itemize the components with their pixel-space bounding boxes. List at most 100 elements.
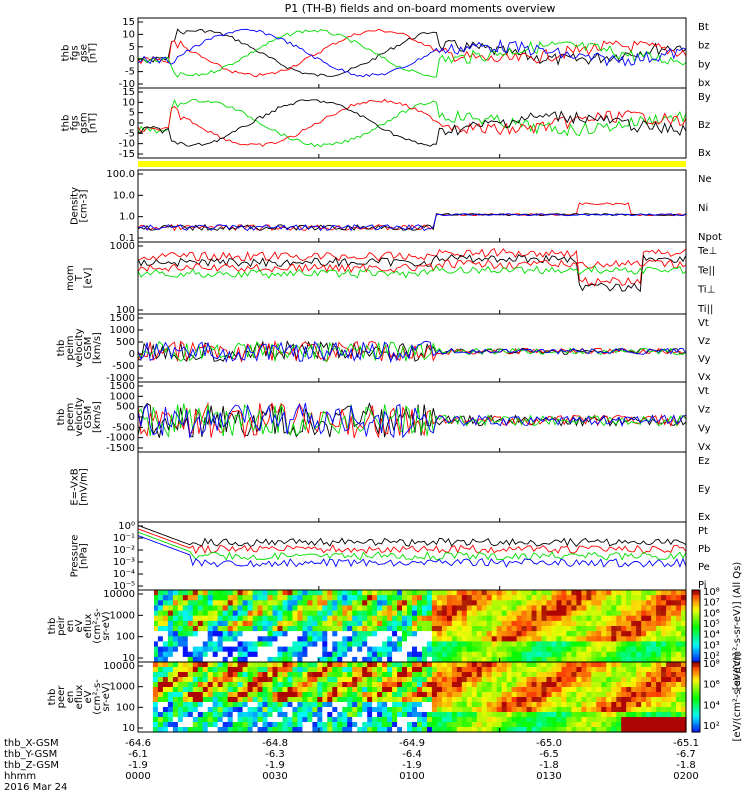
spectrogram-cell [431, 651, 438, 658]
spectrogram-cell [646, 610, 652, 617]
spectrogram-cell [606, 620, 612, 627]
spectrogram-cell [651, 656, 657, 663]
spectrogram-cell [227, 692, 234, 698]
spectrogram-cell [217, 727, 224, 733]
spectrogram-cell [157, 717, 164, 723]
spectrogram-cell [681, 692, 687, 698]
spectrogram-cell [277, 615, 284, 622]
spectrogram-cell [377, 656, 383, 663]
spectrogram-cell [651, 651, 657, 658]
spectrogram-cell [456, 636, 463, 642]
spectrogram-cell [546, 615, 553, 622]
spectrogram-cell [292, 646, 298, 653]
spectrogram-cell [332, 727, 338, 733]
spectrogram-cell [312, 646, 318, 653]
spectrogram-cell [591, 692, 597, 698]
spectrogram-cell [162, 641, 169, 648]
spectrogram-cell [242, 667, 249, 673]
spectrogram-cell [162, 692, 169, 698]
spectrogram-cell [541, 636, 548, 642]
spectrogram-cell [491, 662, 498, 668]
x-axis-value: -6.1 [128, 749, 148, 760]
spectrogram-cell [426, 620, 433, 627]
spectrogram-cell [192, 641, 199, 648]
spectrogram-cell [202, 697, 209, 703]
spectrogram-cell [616, 702, 622, 708]
spectrogram-cell [466, 697, 473, 703]
spectrogram-cell [621, 610, 627, 617]
spectrogram-cell [252, 590, 259, 596]
spectrogram-cell [397, 722, 403, 728]
spectrogram-cell [601, 682, 607, 688]
spectrogram-cell [222, 610, 229, 617]
spectrogram-cell [576, 702, 582, 708]
spectrogram-cell [187, 631, 194, 637]
spectrogram-cell [277, 626, 284, 632]
spectrogram-cell [596, 697, 602, 703]
x-axis-value: -64.8 [262, 738, 288, 749]
spectrogram-cell [511, 672, 518, 678]
spectrogram-cell [446, 712, 453, 718]
spectrogram-cell [486, 717, 493, 723]
spectrogram-cell [412, 717, 418, 723]
spectrogram-cell [481, 626, 488, 632]
spectrogram-cell [466, 717, 473, 723]
spectrogram-cell [541, 590, 548, 596]
spectrogram-cell [227, 620, 234, 627]
spectrogram-cell [382, 610, 388, 617]
spectrogram-cell [551, 702, 558, 708]
spectrogram-cell [322, 636, 328, 642]
spectrogram-cell [327, 646, 333, 653]
y-axis-label: gsm [79, 112, 90, 133]
spectrogram-cell [566, 600, 572, 606]
y-tick-label: 1500 [110, 313, 135, 324]
spectrogram-cell [207, 677, 214, 683]
spectrogram-cell [616, 620, 622, 627]
spectrogram-cell [247, 667, 254, 673]
spectrogram-cell [586, 646, 592, 653]
spectrogram-cell [656, 615, 662, 622]
y-tick-label: 15 [122, 17, 135, 28]
spectrogram-cell [292, 677, 298, 683]
spectrogram-cell [297, 626, 303, 632]
spectrogram-cell [531, 620, 538, 627]
spectrogram-cell [516, 615, 523, 622]
spectrogram-cell [461, 707, 468, 713]
spectrogram-cell [626, 687, 632, 693]
spectrogram-cell [531, 712, 538, 718]
spectrogram-cell [591, 682, 597, 688]
spectrogram-cell [426, 595, 433, 601]
spectrogram-cell [407, 595, 413, 601]
spectrogram-cell [556, 656, 563, 663]
y-axis-label: [nT] [88, 43, 99, 63]
colorbar-cell [692, 638, 700, 641]
spectrogram-cell [262, 712, 269, 718]
spectrogram-cell [471, 707, 478, 713]
spectrogram-cell [377, 646, 383, 653]
spectrogram-cell [636, 692, 642, 698]
spectrogram-cell [247, 662, 254, 668]
spectrogram-cell [581, 697, 587, 703]
spectrogram-cell [272, 636, 279, 642]
spectrogram-cell [531, 646, 538, 653]
spectrogram-cell [556, 620, 563, 627]
colorbar-cell [692, 727, 700, 731]
spectrogram-cell [666, 712, 672, 718]
spectrogram-cell [596, 712, 602, 718]
spectrogram-cell [501, 641, 508, 648]
spectrogram-cell [387, 687, 393, 693]
spectrogram-cell [207, 605, 214, 612]
spectrogram-cell [302, 605, 308, 612]
y-tick-label: 1000 [110, 391, 135, 402]
spectrogram-cell [317, 651, 323, 658]
spectrogram-cell [152, 687, 159, 693]
spectrogram-cell [267, 702, 274, 708]
spectrogram-cell [332, 651, 338, 658]
spectrogram-cell [297, 595, 303, 601]
spectrogram-cell [192, 636, 199, 642]
spectrogram-cell [167, 641, 174, 648]
y-axis-label: peer [56, 685, 67, 709]
spectrogram-cell [526, 662, 533, 668]
spectrogram-cell [252, 662, 259, 668]
spectrogram-cell [252, 712, 259, 718]
